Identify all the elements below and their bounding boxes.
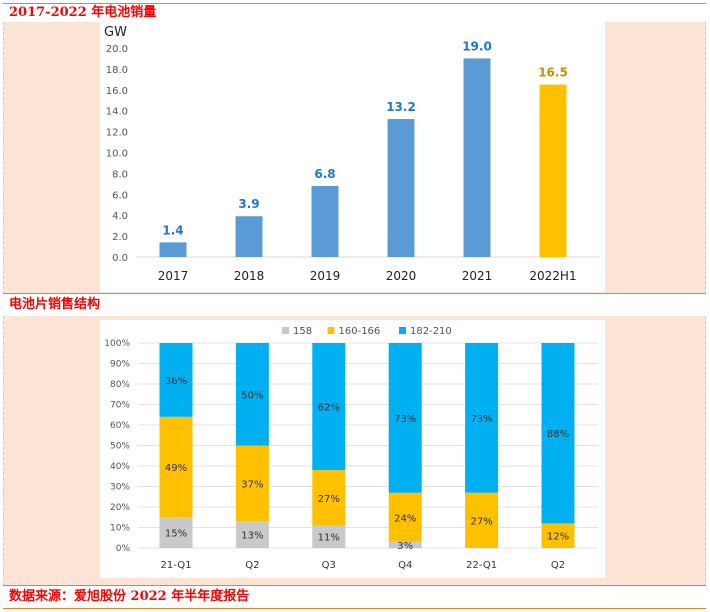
section-title-sales: 2017-2022 年电池销量 [3,3,706,23]
data-label: 49% [165,463,187,474]
source-note: 数据来源：爱旭股份 2022 年半年度报告 [3,585,706,609]
bar-segment [235,343,269,446]
legend-label: 182-210 [410,326,452,337]
bar-segment [235,445,269,522]
data-label: 13.2 [386,100,416,114]
bar-segment [159,416,193,518]
bar-2018 [235,216,263,257]
bar-segment [235,521,269,548]
bar-segment [388,492,422,542]
data-label: 6.8 [314,167,335,181]
x-tick-label: Q2 [551,560,565,571]
data-label: 3.9 [238,197,259,211]
y-tick-label: 50% [110,442,130,452]
y-tick-label: 14.0 [106,107,128,118]
y-tick-label: 4.0 [112,211,128,222]
y-tick-label: 40% [110,462,130,472]
bar-segment [312,343,346,471]
y-tick-label: 20.0 [106,44,128,55]
x-tick-label: 21-Q1 [161,560,192,571]
legend-label: 158 [293,326,312,337]
y-tick-label: 12.0 [106,128,128,139]
data-label: 11% [318,533,340,544]
bar-segment [465,343,499,493]
y-tick-label: 70% [110,401,130,411]
data-label: 50% [241,390,263,401]
y-tick-label: 0.0 [112,253,128,264]
legend-label: 160-166 [339,326,381,337]
bar-2022H1 [539,84,567,257]
bar-segment [541,523,575,548]
y-tick-label: 6.0 [112,190,128,201]
bar-segment [312,525,346,548]
bar-2019 [311,185,339,257]
y-tick-label: 60% [110,421,130,431]
bar-2020 [387,119,415,257]
data-label: 62% [318,403,340,414]
bar-segment [159,343,193,417]
y-tick-label: 100% [104,339,130,349]
x-tick-label: 2020 [386,269,417,283]
data-label: 88% [547,429,569,440]
x-tick-label: 2019 [310,269,341,283]
bar-segment [465,492,499,548]
y-tick-label: 80% [110,380,130,390]
bar-segment [541,343,575,524]
data-label: 27% [318,494,340,505]
bar-segment [388,541,422,548]
bar-2021 [463,58,491,258]
data-label: 16.5 [538,66,568,80]
legend-swatch-182-210 [399,327,406,334]
data-label: 3% [397,541,413,552]
data-label: 1.4 [162,223,183,237]
y-tick-label: 10% [110,524,130,534]
x-tick-label: 2017 [158,269,189,283]
x-tick-label: Q2 [245,560,259,571]
sales-bar-chart: GW 0.0 2.0 4.0 6.0 8.0 10.0 12.0 14.0 16.0 18.0 20.… [100,22,605,292]
bar-2017 [159,242,187,257]
data-label: 19.0 [462,39,492,53]
y-tick-label: 18.0 [106,65,128,76]
data-label: 73% [470,414,492,425]
data-label: 27% [470,516,492,527]
bar-segment [388,343,422,493]
y-tick-label: 2.0 [112,232,128,243]
data-label: 15% [165,529,187,540]
y-tick-label: 8.0 [112,169,128,180]
data-label: 36% [165,376,187,387]
y-tick-label: 90% [110,360,130,370]
x-tick-label: 2018 [234,269,265,283]
legend-swatch-160-166 [327,327,335,334]
bar-segment [159,517,193,548]
y-unit-label: GW [104,25,127,40]
data-label: 73% [394,414,416,425]
y-tick-label: 20% [110,503,130,513]
y-tick-label: 0% [116,544,131,554]
y-tick-label: 16.0 [106,86,128,97]
x-tick-label: Q3 [322,560,336,571]
y-tick-label: 10.0 [106,149,128,160]
data-label: 13% [241,531,263,542]
y-tick-label: 30% [110,483,130,493]
legend-swatch-158 [282,327,289,334]
bar-segment [312,470,346,526]
x-tick-label: 2022H1 [529,269,576,283]
section-title-structure: 电池片销售结构 [3,293,706,317]
data-label: 24% [394,513,416,524]
data-label: 37% [241,479,263,490]
data-label: 12% [547,532,569,543]
x-tick-label: Q4 [398,560,412,571]
structure-stacked-chart: 0% 10% 20% 30% 40% 50% 60% 70% 80% 90% 100% 158 160-… [100,320,605,578]
x-tick-label: 2021 [462,269,493,283]
x-tick-label: 22-Q1 [466,560,497,571]
